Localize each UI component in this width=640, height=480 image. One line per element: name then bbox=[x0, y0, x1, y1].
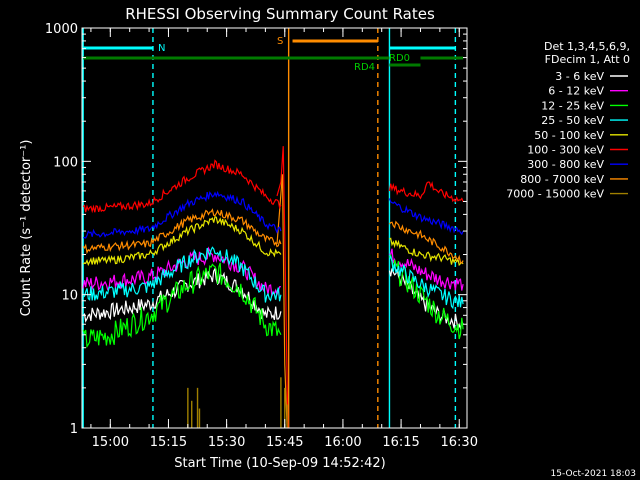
plot-frame bbox=[81, 27, 468, 429]
series-line-800-7000-keV bbox=[82, 208, 282, 255]
series-line-100-300-keV bbox=[82, 159, 282, 214]
legend-label: 50 - 100 keV bbox=[534, 129, 604, 142]
legend-label: 12 - 25 keV bbox=[541, 99, 604, 112]
series-line-100-300-keV bbox=[388, 181, 464, 203]
legend-label: 100 - 300 keV bbox=[527, 144, 604, 157]
x-tick-label: 15:00 bbox=[92, 435, 129, 450]
series-line-25-50-keV bbox=[82, 246, 282, 303]
y-axis-label: Count Rate (s⁻¹ detector⁻¹) bbox=[19, 140, 34, 317]
y-tick-label: 1000 bbox=[45, 22, 78, 37]
legend-header: FDecim 1, Att 0 bbox=[545, 53, 630, 66]
series-line-300-800-keV bbox=[388, 198, 464, 236]
series-line-25-50-keV bbox=[388, 254, 464, 310]
annotation-saa: S bbox=[277, 36, 283, 47]
x-tick-label: 16:30 bbox=[441, 435, 478, 450]
legend-header: Det 1,3,4,5,6,9, bbox=[544, 40, 630, 53]
timestamp: 15-Oct-2021 18:03 bbox=[551, 469, 636, 479]
annotation-rd4: RD4 bbox=[354, 62, 375, 73]
x-tick-label: 16:00 bbox=[324, 435, 361, 450]
legend: Det 1,3,4,5,6,9,FDecim 1, Att 0 3 - 6 keV… bbox=[506, 40, 630, 201]
series-line-800-7000-keV bbox=[389, 220, 464, 264]
series-line-12-25-keV bbox=[82, 262, 282, 349]
flare-spike bbox=[276, 146, 289, 429]
y-tick-label: 1 bbox=[70, 422, 78, 437]
legend-label: 3 - 6 keV bbox=[555, 70, 604, 83]
x-tick-label: 15:30 bbox=[208, 435, 245, 450]
series-line-50-100-keV bbox=[389, 237, 464, 267]
series-line-6-12-keV bbox=[389, 248, 464, 291]
legend-label: 25 - 50 keV bbox=[541, 114, 604, 127]
annotation-night: N bbox=[158, 43, 165, 54]
series-line-3-6-keV bbox=[82, 267, 282, 323]
legend-label: 800 - 7000 keV bbox=[520, 173, 604, 186]
y-tick-label: 100 bbox=[53, 155, 78, 170]
x-axis-label: Start Time (10-Sep-09 14:52:42) bbox=[174, 456, 385, 471]
series-line-50-100-keV bbox=[82, 215, 282, 267]
legend-label: 300 - 800 keV bbox=[527, 158, 604, 171]
x-tick-label: 15:45 bbox=[266, 435, 303, 450]
annotation-rd0: RD0 bbox=[389, 53, 410, 64]
x-tick-label: 16:15 bbox=[382, 435, 419, 450]
series-line-300-800-keV bbox=[83, 190, 282, 239]
flare-spike bbox=[276, 174, 288, 429]
chart-title: RHESSI Observing Summary Count Rates bbox=[125, 5, 435, 23]
legend-label: 6 - 12 keV bbox=[548, 85, 604, 98]
legend-label: 7000 - 15000 keV bbox=[506, 188, 604, 201]
y-tick-label: 10 bbox=[61, 289, 78, 304]
series-line-12-25-keV bbox=[388, 253, 464, 340]
x-tick-label: 15:15 bbox=[150, 435, 187, 450]
